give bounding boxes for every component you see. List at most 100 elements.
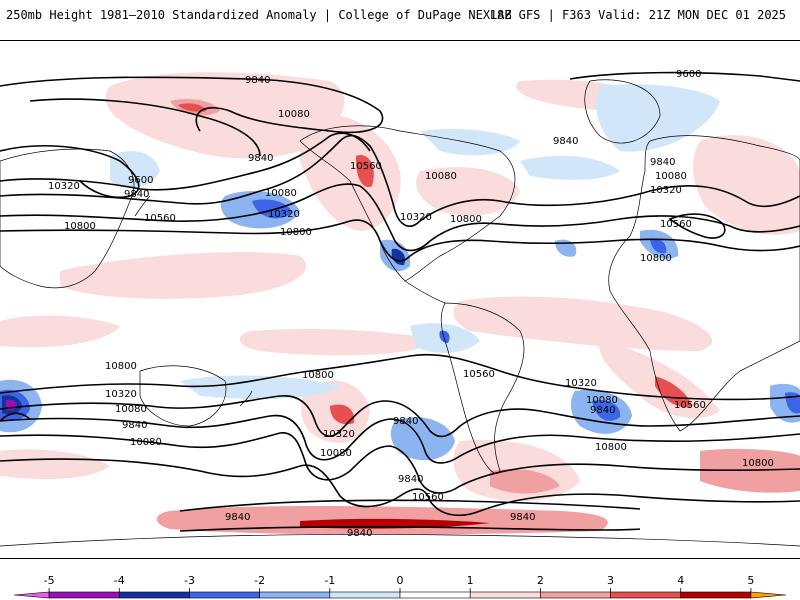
anomaly-pos-satl-core bbox=[490, 469, 560, 494]
anomaly-pos-tropics-epac bbox=[239, 329, 440, 356]
contour-label: 10320 bbox=[48, 181, 80, 192]
anomaly-neg-natl-low bbox=[520, 155, 620, 180]
map-panel: 9840 10080 9840 10080 9600 10320 9840 10… bbox=[0, 40, 800, 559]
contour-label: 10800 bbox=[450, 214, 482, 225]
anomaly-pos-alaska-core bbox=[355, 155, 374, 188]
colorbar-tick-label: -3 bbox=[184, 574, 195, 587]
contour-label: 10800 bbox=[742, 458, 774, 469]
height-contours bbox=[0, 71, 800, 532]
colorbar-tick-label: -2 bbox=[254, 574, 265, 587]
contour-label: 10800 bbox=[105, 361, 137, 372]
contour-label: 9840 bbox=[225, 512, 250, 523]
map-title: 250mb Height 1981–2010 Standardized Anom… bbox=[6, 8, 512, 22]
contour-label: 10560 bbox=[463, 369, 495, 380]
contour-label: 10560 bbox=[350, 161, 382, 172]
anomaly-neg-canada bbox=[420, 129, 520, 156]
contour-label: 10320 bbox=[105, 389, 137, 400]
anomaly-neg-satl-core bbox=[592, 399, 621, 421]
colorbar-bin bbox=[399, 591, 471, 599]
colorbar-tick-label: 2 bbox=[537, 574, 544, 587]
contour-label: 9840 bbox=[393, 416, 418, 427]
contour-label: 10080 bbox=[265, 188, 297, 199]
contour-label: 10800 bbox=[595, 442, 627, 453]
colorbar-bin bbox=[13, 591, 50, 599]
colorbar-tick-label: -4 bbox=[114, 574, 125, 587]
contour-label: 9600 bbox=[128, 175, 153, 186]
contour-label: 9840 bbox=[124, 189, 149, 200]
anomaly-neg-sind bbox=[180, 375, 340, 399]
contour-label: 9840 bbox=[122, 420, 147, 431]
colorbar-bins bbox=[13, 591, 787, 599]
contour-label: 10320 bbox=[323, 429, 355, 440]
colorbar-bin bbox=[680, 591, 752, 599]
anomaly-colorbar: -5 -4 -3 -2 -1 0 1 2 3 4 5 bbox=[13, 574, 787, 599]
contour-label: 9840 bbox=[398, 474, 423, 485]
coastlines bbox=[0, 79, 800, 547]
contour-label: 10080 bbox=[655, 171, 687, 182]
contour-label: 10080 bbox=[278, 109, 310, 120]
contour-label: 9840 bbox=[347, 528, 372, 539]
contour-label: 9840 bbox=[510, 512, 535, 523]
anomaly-pos-tropics-ind bbox=[0, 315, 120, 348]
colorbar-bin bbox=[469, 591, 541, 599]
contour-label: 10320 bbox=[400, 212, 432, 223]
anomaly-pos-swind bbox=[0, 449, 110, 479]
contour-label: 10800 bbox=[640, 253, 672, 264]
contour-label: 10560 bbox=[660, 219, 692, 230]
contour-label: 9840 bbox=[245, 75, 270, 86]
contour-label: 10320 bbox=[268, 209, 300, 220]
colorbar-tick-label: 4 bbox=[677, 574, 684, 587]
anomaly-pos-tropics-atl bbox=[453, 296, 713, 351]
contour-label: 10800 bbox=[302, 370, 334, 381]
contour-label: 9840 bbox=[248, 153, 273, 164]
colorbar-ticks: -5 -4 -3 -2 -1 0 1 2 3 4 5 bbox=[44, 574, 754, 592]
colorbar-tick-label: -1 bbox=[324, 574, 335, 587]
colorbar-bin bbox=[329, 591, 401, 599]
anomaly-neg-amazon-core bbox=[439, 330, 450, 343]
colorbar-bin bbox=[189, 591, 260, 599]
map-header: 250mb Height 1981–2010 Standardized Anom… bbox=[0, 0, 800, 40]
colorbar-bin bbox=[540, 591, 611, 599]
colorbar-tick-label: 3 bbox=[607, 574, 614, 587]
contour-label: 10080 bbox=[320, 448, 352, 459]
colorbar-tick-label: 5 bbox=[747, 574, 754, 587]
contour-label: 10080 bbox=[130, 437, 162, 448]
anomaly-neg-greenland bbox=[596, 84, 720, 152]
contour-label: 9840 bbox=[553, 136, 578, 147]
contour-label: 10800 bbox=[64, 221, 96, 232]
colorbar-tick-label: -5 bbox=[44, 574, 55, 587]
contour-label: 10560 bbox=[674, 400, 706, 411]
contour-label: 10080 bbox=[586, 395, 618, 406]
contour-label: 9840 bbox=[650, 157, 675, 168]
colorbar-tick-label: 1 bbox=[467, 574, 474, 587]
anomaly-neg-npac-core bbox=[252, 199, 292, 219]
colorbar-bin bbox=[118, 591, 190, 599]
anomaly-pos-europe bbox=[693, 135, 800, 235]
anomaly-neg-siberia-pac bbox=[110, 151, 160, 188]
anomaly-pos-sio-core bbox=[655, 376, 692, 408]
contour-label: 10800 bbox=[280, 227, 312, 238]
anomaly-pos-tropics-wpac bbox=[60, 251, 307, 299]
colorbar-bin bbox=[610, 591, 682, 599]
contour-label: 10560 bbox=[144, 213, 176, 224]
anomaly-shading bbox=[0, 72, 800, 535]
world-map: 9840 10080 9840 10080 9600 10320 9840 10… bbox=[0, 69, 800, 547]
colorbar-tick-label: 0 bbox=[397, 574, 404, 587]
contour-label: 10080 bbox=[115, 404, 147, 415]
contour-label: 9600 bbox=[676, 69, 701, 80]
anomaly-pos-spac-core bbox=[330, 404, 355, 425]
colorbar-bin bbox=[48, 591, 120, 599]
anomaly-pos-namerica bbox=[416, 167, 520, 216]
anomaly-neg-spac-low bbox=[390, 417, 455, 461]
anomaly-pos-npac-core2 bbox=[178, 103, 206, 112]
contour-label: 9840 bbox=[590, 405, 615, 416]
contour-label: 10320 bbox=[650, 185, 682, 196]
anomaly-neg-sahara-core bbox=[650, 238, 667, 254]
colorbar-bin bbox=[750, 591, 787, 599]
contour-label: 10080 bbox=[425, 171, 457, 182]
colorbar-bin bbox=[259, 591, 331, 599]
contour-labels: 9840 10080 9840 10080 9600 10320 9840 10… bbox=[48, 69, 774, 539]
anomaly-pos-npac bbox=[105, 72, 345, 159]
contour-label: 10560 bbox=[412, 492, 444, 503]
model-valid-time: 18Z GFS | F363 Valid: 21Z MON DEC 01 202… bbox=[489, 8, 786, 22]
